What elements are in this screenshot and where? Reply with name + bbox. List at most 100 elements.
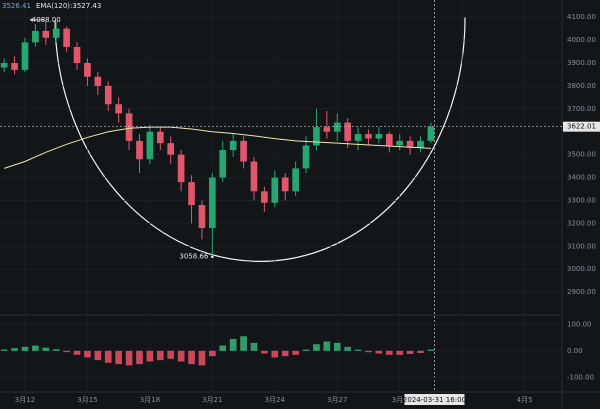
candle-body (354, 134, 362, 141)
macd-bar (292, 350, 299, 355)
y-tick-label: 3500.00 (567, 151, 596, 159)
candle-body (385, 134, 393, 146)
crosshair-label: 2024-03-31 16:00 (403, 396, 466, 404)
candle-body (73, 46, 81, 63)
macd-bar (11, 348, 18, 351)
y-tick-label: 4000.00 (567, 36, 596, 44)
macd-bar (240, 336, 247, 351)
y-tick-label: 3700.00 (567, 105, 596, 113)
x-tick-label: 3月12 (15, 396, 35, 404)
macd-bar (302, 349, 310, 351)
candle-body (281, 177, 289, 192)
candle-body (333, 122, 341, 132)
candle-body (323, 127, 331, 132)
macd-bar (188, 350, 195, 365)
macd-bar (0, 349, 8, 351)
candle-body (52, 28, 60, 38)
macd-bar (229, 338, 237, 351)
candle-body (21, 42, 29, 70)
macd-bar (375, 350, 383, 354)
macd-bar (32, 345, 39, 351)
legend-text: EMA(120):3527.43 (36, 2, 101, 10)
macd-bar (281, 350, 289, 357)
annotation-dot (211, 255, 214, 259)
candle-body (209, 177, 216, 228)
macd-bar (63, 350, 70, 353)
candle-body (229, 140, 237, 151)
macd-bar (365, 350, 372, 353)
macd-bar (333, 342, 341, 351)
macd-bar (198, 350, 206, 366)
macd-bar (156, 350, 164, 361)
macd-bar (406, 350, 414, 355)
y-tick-label: 3400.00 (567, 174, 596, 182)
macd-bar (125, 350, 133, 366)
candle-body (146, 131, 154, 160)
y-tick-label: 3900.00 (567, 59, 596, 67)
candle-body (406, 140, 414, 148)
candle-body (63, 28, 70, 47)
x-tick-label: 3月27 (327, 396, 347, 404)
annotation-label: 4088.00 (32, 16, 61, 24)
y-tick-label: 3300.00 (567, 196, 596, 204)
macd-bar (323, 341, 331, 351)
x-tick-label: 3月21 (202, 396, 222, 404)
macd-bar (84, 350, 91, 358)
candle-body (240, 140, 247, 162)
y-tick-label: 0.00 (567, 347, 583, 355)
candle-body (427, 126, 435, 141)
macd-bar (385, 350, 393, 355)
macd-bar (177, 350, 185, 362)
candle-body (177, 154, 185, 183)
macd-bar (104, 350, 112, 363)
y-tick-label: -100.00 (567, 373, 594, 381)
candle-body (198, 205, 206, 228)
candle-body (11, 63, 18, 70)
last-price-label: 3622.01 (567, 123, 596, 131)
y-tick-label: 2900.00 (567, 288, 596, 296)
macd-bar (250, 342, 258, 351)
macd-bar (115, 350, 122, 365)
macd-bar (261, 350, 268, 354)
candle-body (396, 140, 404, 146)
macd-bar (313, 344, 320, 351)
candle-body (417, 140, 424, 148)
macd-bar (136, 350, 143, 365)
candle-body (32, 30, 39, 43)
x-tick-label: 4月5 (517, 396, 533, 404)
macd-bar (417, 350, 424, 353)
candle-body (188, 182, 195, 206)
macd-bar (73, 350, 81, 355)
x-tick-label: 3月24 (265, 396, 286, 404)
candle-body (94, 76, 102, 86)
y-tick-label: 3100.00 (567, 242, 596, 250)
candle-body (292, 168, 299, 192)
macd-bar (271, 350, 279, 358)
arc-annotation (54, 16, 466, 263)
x-tick-label: 3月18 (140, 396, 160, 404)
annotation-label: 3058.66 (179, 253, 208, 261)
macd-bar (21, 346, 29, 351)
candle-body (302, 145, 310, 169)
macd-bar (219, 345, 227, 351)
candle-body (375, 134, 383, 139)
legend-text: 3526.41 (2, 2, 31, 10)
candle-body (0, 63, 8, 68)
candle-body (115, 104, 122, 114)
candle-body (344, 122, 351, 141)
candle-body (261, 191, 268, 203)
candle-body (250, 161, 258, 192)
annotation-arrowhead (29, 17, 33, 22)
y-tick-label: 4100.00 (567, 13, 596, 21)
macd-bar (42, 347, 50, 351)
x-tick-label: 3月15 (77, 396, 97, 404)
y-tick-label: 100.00 (567, 320, 592, 328)
macd-bar (354, 349, 362, 351)
ema-line (4, 126, 431, 169)
macd-bar (52, 349, 60, 351)
macd-bar (167, 350, 175, 359)
candle-body (136, 140, 143, 160)
last-price-box (563, 121, 600, 132)
